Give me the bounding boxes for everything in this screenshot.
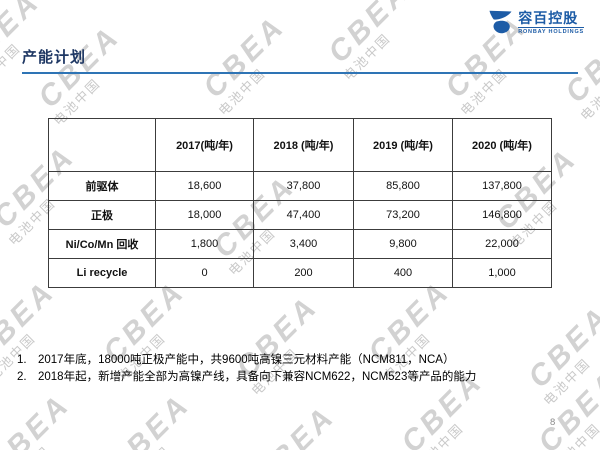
footnote-text: 2017年底，18000吨正极产能中，共9600吨高镍三元材料产能（NCM811… <box>38 354 455 366</box>
footnote-number: 2. <box>17 371 27 383</box>
col-header-2018: 2018 (吨/年) <box>253 118 354 172</box>
row-label: 正极 <box>48 200 156 230</box>
watermark-tile: CBEA 电池中国 <box>0 0 77 93</box>
table-row: Li recycle 0 200 400 1,000 <box>48 258 552 288</box>
cell-value: 37,800 <box>253 171 354 201</box>
cell-value: 18,600 <box>155 171 254 201</box>
cell-value: 47,400 <box>253 200 354 230</box>
watermark-secondary-text: 电池中国 <box>50 75 104 129</box>
logo-company-name: 容百控股 <box>518 9 579 26</box>
footnote-2: 2. 2018年起，新增产能全部为高镍产线，具备向下兼容NCM622，NCM52… <box>17 369 600 386</box>
logo-company-subtitle: RONBAY HOLDINGS <box>518 26 584 35</box>
watermark-secondary-text: 电池中国 <box>266 402 371 450</box>
cell-value: 1,800 <box>155 229 254 259</box>
title-underline <box>22 72 578 74</box>
cell-value: 200 <box>253 258 354 288</box>
row-label: Ni/Co/Mn 回收 <box>48 229 156 259</box>
cell-value: 85,800 <box>353 171 453 201</box>
col-header-2019: 2019 (吨/年) <box>353 118 453 172</box>
page-title: 产能计划 <box>22 49 87 66</box>
watermark-secondary-text: 电池中国 <box>0 390 106 450</box>
cell-value: 0 <box>155 258 254 288</box>
capacity-table: 2017(吨/年) 2018 (吨/年) 2019 (吨/年) 2020 (吨/… <box>48 118 552 288</box>
ronbay-logo-icon <box>489 10 512 34</box>
table-row: 正极 18,000 47,400 73,200 146,800 <box>48 200 552 230</box>
cell-value: 73,200 <box>353 200 453 230</box>
cell-value: 1,000 <box>452 258 552 288</box>
cell-value: 22,000 <box>452 229 552 259</box>
capacity-table-wrap: 2017(吨/年) 2018 (吨/年) 2019 (吨/年) 2020 (吨/… <box>48 118 552 288</box>
footnotes: 1. 2017年底，18000吨正极产能中，共9600吨高镍三元材料产能（NCM… <box>17 352 600 386</box>
watermark-primary-text: CBEA <box>247 399 342 450</box>
company-logo: 容百控股 RONBAY HOLDINGS <box>487 8 584 37</box>
footnote-1: 1. 2017年底，18000吨正极产能中，共9600吨高镍三元材料产能（NCM… <box>17 352 600 369</box>
table-row: 前驱体 18,600 37,800 85,800 137,800 <box>48 171 552 201</box>
watermark-secondary-text: 电池中国 <box>120 390 226 450</box>
table-header-row: 2017(吨/年) 2018 (吨/年) 2019 (吨/年) 2020 (吨/… <box>48 118 552 172</box>
cell-value: 3,400 <box>253 229 354 259</box>
watermark-tile: CBEA 电池中国 <box>247 380 371 450</box>
cell-value: 9,800 <box>353 229 453 259</box>
row-label: 前驱体 <box>48 171 156 201</box>
table-row: Ni/Co/Mn 回收 1,800 3,400 9,800 22,000 <box>48 229 552 259</box>
cell-value: 18,000 <box>155 200 254 230</box>
row-label: Li recycle <box>48 258 156 288</box>
title-block: 产能计划 <box>22 46 578 74</box>
logo-text-block: 容百控股 RONBAY HOLDINGS <box>518 9 584 35</box>
table-corner-cell <box>48 118 156 172</box>
page-number: 8 <box>550 417 556 428</box>
col-header-2020: 2020 (吨/年) <box>452 118 552 172</box>
col-header-2017: 2017(吨/年) <box>155 118 254 172</box>
cell-value: 137,800 <box>452 171 552 201</box>
footnote-text: 2018年起，新增产能全部为高镍产线，具备向下兼容NCM622，NCM523等产… <box>38 371 477 383</box>
cell-value: 400 <box>353 258 453 288</box>
cell-value: 146,800 <box>452 200 552 230</box>
footnote-number: 1. <box>17 354 27 366</box>
